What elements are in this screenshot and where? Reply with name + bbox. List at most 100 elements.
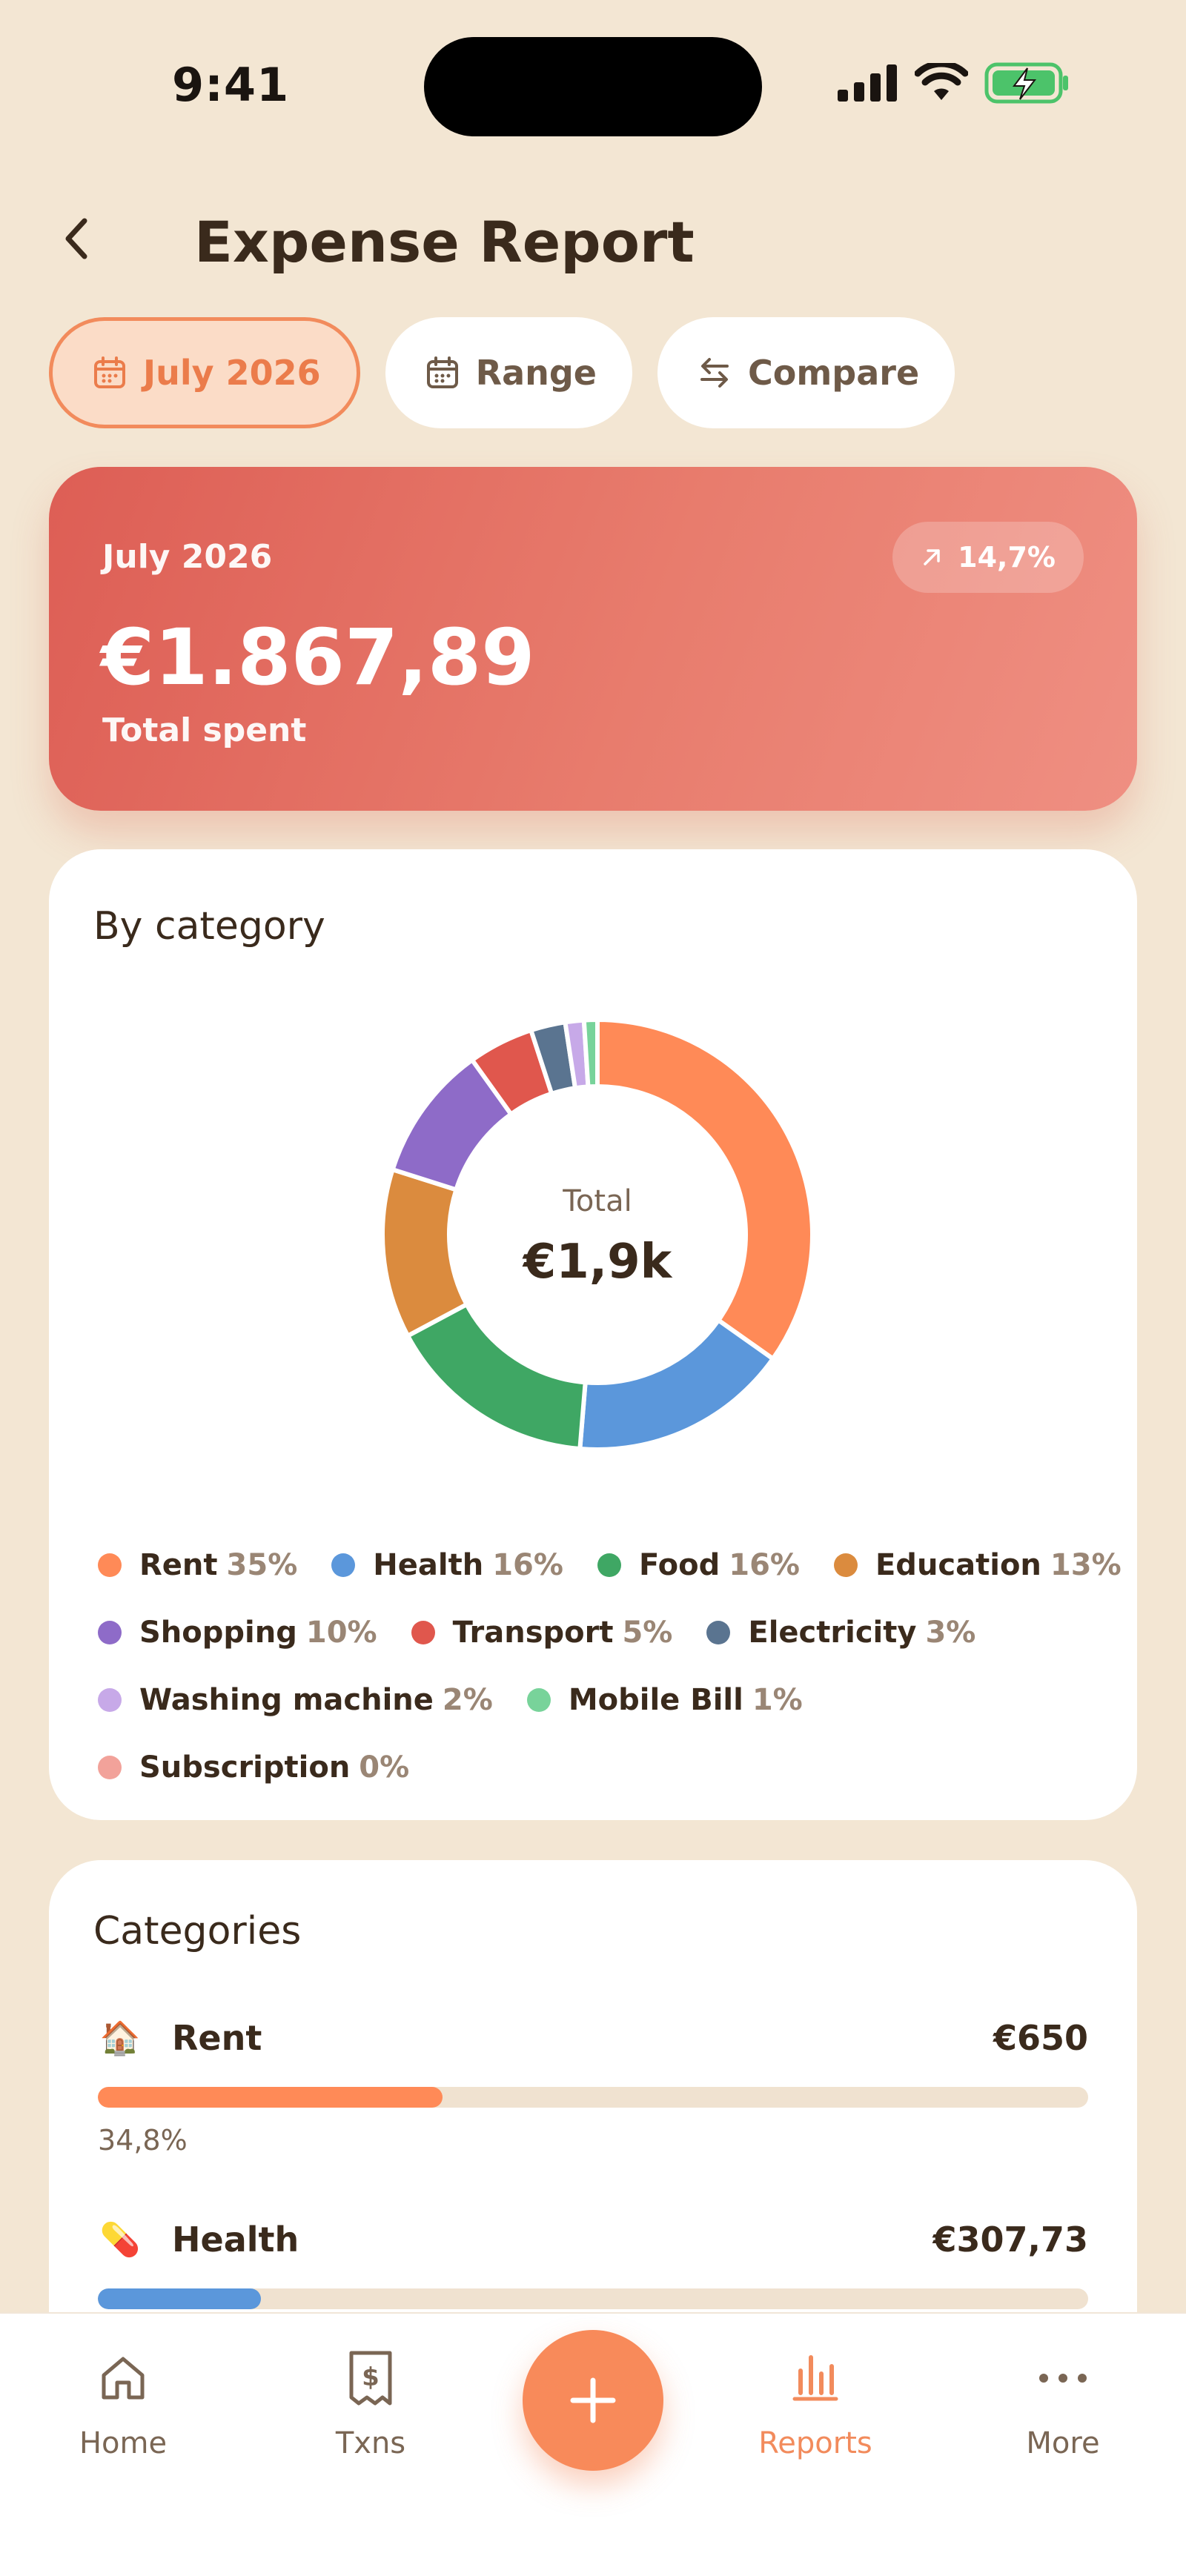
legend-label: Health (373, 1547, 484, 1582)
chip-compare[interactable]: Compare (657, 317, 955, 428)
donut-center-label: Total (563, 1184, 632, 1218)
chip-range[interactable]: Range (385, 317, 633, 428)
card-title: By category (93, 904, 325, 949)
nav-reports[interactable]: Reports (741, 2345, 890, 2460)
back-button[interactable] (52, 215, 99, 262)
legend-label: Education (875, 1547, 1041, 1582)
change-badge: 14,7% (892, 522, 1084, 593)
category-head: 💊 Health €307,73 (98, 2210, 1088, 2269)
donut-slice-mobile-bill (581, 1017, 600, 1089)
progress-track (98, 2288, 1088, 2309)
chevron-left-icon (65, 218, 87, 259)
legend-label: Transport (452, 1615, 614, 1650)
nav-transactions[interactable]: $ Txns (296, 2345, 445, 2460)
chip-label: July 2026 (143, 353, 321, 393)
donut-slice-rent (595, 1017, 815, 1362)
legend-row: Washing machine 2% Mobile Bill 1% (98, 1666, 1136, 1733)
progress-fill (98, 2288, 262, 2309)
legend-pct: 1% (752, 1682, 803, 1717)
legend-item-health: Health 16% (331, 1548, 563, 1582)
bar-chart-icon (792, 2355, 838, 2401)
card-title: Categories (93, 1909, 302, 1953)
legend-label: Electricity (748, 1615, 917, 1650)
donut-slice-health (577, 1317, 776, 1452)
legend-item-transport: Transport 5% (411, 1615, 673, 1650)
progress-fill (98, 2087, 443, 2108)
legend-dot (331, 1553, 356, 1577)
legend-label: Food (638, 1547, 720, 1582)
category-amount: €307,73 (932, 2220, 1088, 2260)
legend-pct: 0% (359, 1750, 410, 1785)
battery-charging-icon (984, 62, 1068, 104)
status-icons (838, 62, 1070, 104)
legend-dot (526, 1687, 551, 1712)
legend-dot (98, 1755, 122, 1779)
dynamic-island (424, 37, 762, 136)
swap-icon (698, 356, 732, 390)
summary-period: July 2026 (102, 538, 273, 576)
legend-pct: 5% (622, 1615, 673, 1650)
status-bar: 9:41 (0, 0, 1186, 170)
total-amount: €1.867,89 (101, 612, 535, 703)
legend-pct: 35% (226, 1547, 298, 1582)
legend-pct: 3% (925, 1615, 976, 1650)
category-amount: €650 (993, 2018, 1088, 2058)
chart-legend: Rent 35% Health 16% Food 16% Education 13% S… (98, 1531, 1136, 1801)
donut-chart: Total €1,9k (375, 1012, 820, 1457)
legend-label: Mobile Bill (568, 1682, 743, 1717)
legend-item-electricity: Electricity 3% (706, 1616, 975, 1650)
chip-label: Range (475, 353, 597, 393)
category-percent: 34,8% (98, 2124, 188, 2157)
wifi-icon (915, 63, 968, 100)
donut-svg (380, 1017, 815, 1452)
legend-dot (833, 1553, 858, 1577)
legend-item-education: Education 13% (833, 1547, 1122, 1582)
legend-label: Subscription (139, 1750, 351, 1785)
legend-dot (597, 1553, 621, 1577)
legend-dot (706, 1620, 731, 1644)
legend-row: Shopping 10% Transport 5% Electricity 3% (98, 1599, 1136, 1666)
legend-dot (98, 1687, 122, 1712)
legend-dot (98, 1620, 122, 1644)
add-transaction-button[interactable] (523, 2330, 663, 2471)
legend-item-shopping: Shopping 10% (98, 1616, 377, 1650)
nav-label: Txns (335, 2426, 406, 2460)
nav-label: More (1026, 2426, 1100, 2460)
nav-home[interactable]: Home (49, 2345, 197, 2460)
category-row-rent[interactable]: 🏠 Rent €650 34,8% (98, 2008, 1088, 2157)
total-caption: Total spent (102, 711, 307, 749)
plus-icon (570, 2377, 616, 2423)
legend-dot (98, 1553, 122, 1577)
legend-pct: 16% (729, 1547, 800, 1582)
legend-pct: 2% (442, 1682, 493, 1717)
donut-center-value: €1,9k (523, 1235, 672, 1289)
legend-dot (411, 1620, 435, 1644)
category-head: 🏠 Rent €650 (98, 2008, 1088, 2068)
house-icon: 🏠 (99, 2019, 141, 2057)
nav-more[interactable]: More (989, 2345, 1137, 2460)
arrow-up-right-icon (924, 549, 940, 565)
more-dots-icon (1039, 2374, 1087, 2383)
legend-row: Subscription 0% (98, 1733, 1136, 1801)
signal-icon (838, 64, 897, 102)
calendar-icon (93, 356, 127, 390)
legend-item-washing-machine: Washing machine 2% (98, 1683, 493, 1717)
legend-pct: 16% (492, 1547, 563, 1582)
legend-item-subscription: Subscription 0% (98, 1750, 409, 1785)
legend-item-food: Food 16% (597, 1548, 800, 1582)
legend-label: Washing machine (139, 1682, 434, 1717)
by-category-card: By category Total €1,9k Rent 35% Health 16… (49, 849, 1137, 1820)
change-value: 14,7% (958, 541, 1056, 574)
category-name-group: 🏠 Rent (98, 2018, 262, 2058)
filter-chips: July 2026 Range Compare (49, 317, 955, 428)
legend-item-mobile-bill: Mobile Bill 1% (526, 1682, 803, 1717)
summary-card: July 2026 14,7% €1.867,89 Total spent (49, 467, 1137, 811)
legend-row: Rent 35% Health 16% Food 16% Education 13% (98, 1531, 1136, 1599)
calendar-icon (425, 356, 460, 390)
pill-icon: 💊 (99, 2221, 141, 2259)
chip-label: Compare (748, 353, 920, 393)
category-name: Rent (172, 2018, 262, 2058)
category-row-health[interactable]: 💊 Health €307,73 (98, 2210, 1088, 2309)
chip-month[interactable]: July 2026 (49, 317, 360, 428)
legend-label: Rent (139, 1547, 218, 1582)
